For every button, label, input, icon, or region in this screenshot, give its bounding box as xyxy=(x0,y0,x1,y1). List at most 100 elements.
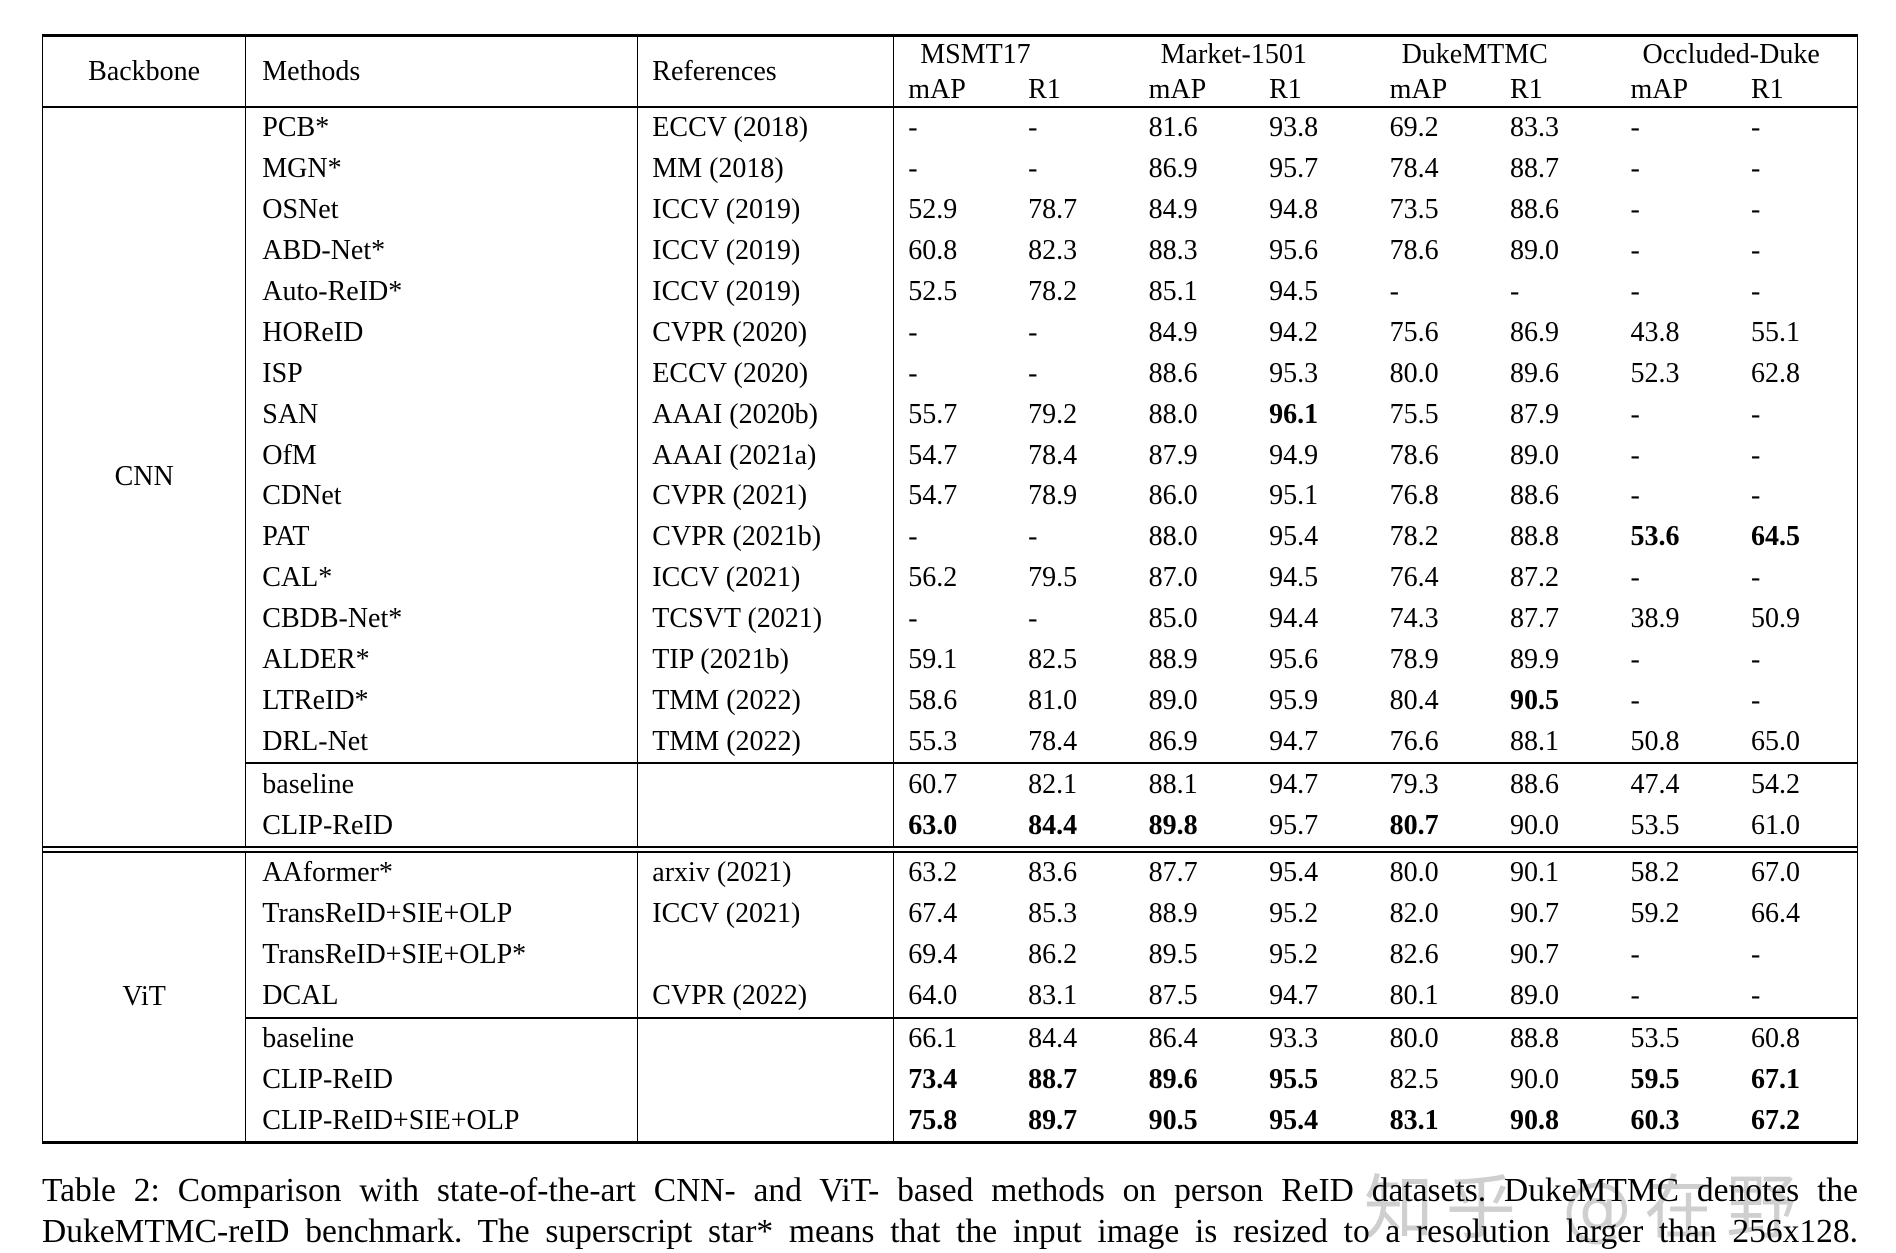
value-cell: 88.0 xyxy=(1148,398,1198,430)
results-table: Backbone Methods References MSMT17 Marke… xyxy=(42,34,1858,1145)
value-cell: 82.5 xyxy=(1028,644,1078,676)
value-cell: 87.7 xyxy=(1510,603,1560,635)
value-cell: - xyxy=(1028,153,1038,185)
value-cell: 87.9 xyxy=(1510,398,1560,430)
reference-cell xyxy=(637,934,895,976)
method-cell: DCAL xyxy=(245,975,639,1018)
value-cell: 90.7 xyxy=(1510,898,1560,930)
value-cell: 95.1 xyxy=(1269,480,1319,512)
header-dataset-msmt17: MSMT17 xyxy=(920,39,1031,70)
value-cell: 89.6 xyxy=(1510,357,1560,389)
value-cell: 94.7 xyxy=(1255,762,1376,806)
table-row: ISP ECCV (2020) - -88.6 95.3 80.0 89.6 52.3 62.8 xyxy=(43,353,1858,395)
header-references: References xyxy=(637,35,895,107)
method-cell: PCB* xyxy=(245,107,639,149)
value-cell: 50.9 xyxy=(1750,603,1800,635)
value-cell: 95.4 xyxy=(1269,521,1319,553)
value-cell: - xyxy=(1750,684,1761,716)
method-cell: AAformer* xyxy=(245,852,639,894)
value-cell: 67.0 xyxy=(1750,857,1800,889)
value-cell: 90.0 xyxy=(1510,809,1560,841)
value-cell: 74.3 xyxy=(1389,603,1439,635)
value-cell: 83.1 xyxy=(1028,980,1078,1012)
value-cell: 88.7 xyxy=(1028,1063,1078,1095)
table-row: ViT AAformer* arxiv (2021) 63.2 83.6 87.7 95.4… xyxy=(42,852,1858,1143)
value-cell: 78.9 xyxy=(1389,644,1439,676)
value-cell: 78.4 xyxy=(1028,725,1078,757)
reference-cell: ICCV (2021) xyxy=(637,557,895,599)
value-cell: 54.7 xyxy=(908,480,958,512)
value-cell: 89.9 xyxy=(1510,644,1560,676)
value-cell: 84.9 xyxy=(1148,194,1198,226)
value-cell: 59.1 xyxy=(908,644,958,676)
value-cell: 55.3 xyxy=(908,725,958,757)
value-cell: - xyxy=(1630,398,1640,430)
value-cell: 90.7 xyxy=(1510,939,1560,971)
value-cell: 89.0 xyxy=(1510,235,1560,267)
value-cell: - xyxy=(1028,603,1038,635)
value-cell: 52.3 xyxy=(1630,357,1680,389)
header-row-metrics: mAP R1 mAP R1 mAP R1 mAP R1 xyxy=(43,73,1858,107)
value-cell: 86.9 xyxy=(1510,316,1560,348)
value-cell: 88.6 xyxy=(1510,194,1560,226)
value-cell: 76.8 xyxy=(1389,480,1439,512)
value-cell: 53.6 xyxy=(1630,521,1680,553)
value-cell: 95.4 xyxy=(1269,1104,1319,1136)
value-cell: 82.5 xyxy=(1389,1063,1439,1095)
reference-cell: ICCV (2019) xyxy=(637,271,895,313)
reference-cell: TIP (2021b) xyxy=(637,639,895,681)
value-cell: - xyxy=(1028,316,1038,348)
value-cell: 94.7 xyxy=(1269,980,1319,1012)
table-row: CBDB-Net* TCSVT (2021) - -85.0 94.4 74.3 87.7 3… xyxy=(43,598,1858,640)
table-row: CLIP-ReID 73.4 88.7 89.6 95.5 82.5 90.0 59.5 67.… xyxy=(43,1059,1858,1101)
value-cell: 84.9 xyxy=(1148,316,1198,348)
table-row: PAT CVPR (2021b) - -88.0 95.4 78.2 88.8 53.6 64.… xyxy=(43,516,1858,558)
value-cell: - xyxy=(1630,276,1640,307)
reference-cell: ICCV (2021) xyxy=(637,893,895,935)
value-cell: 93.8 xyxy=(1269,112,1319,144)
results-table-body: CNN PCB* ECCV (2018) - -81.6 93.8 69.2 83.3- - MG… xyxy=(42,107,1858,1143)
value-cell: 85.3 xyxy=(1028,898,1078,930)
value-cell: 38.9 xyxy=(1630,603,1680,635)
table-row: OfM AAAI (2021a) 54.7 78.4 87.9 94.9 78.6 89.0 -… xyxy=(43,435,1858,477)
value-cell: 64.0 xyxy=(908,980,958,1012)
method-cell: DRL-Net xyxy=(245,721,639,764)
reference-cell: AAAI (2020b) xyxy=(637,394,895,436)
value-cell: 93.3 xyxy=(1255,1016,1376,1060)
table-row: MGN* MM (2018) - -86.9 95.7 78.4 88.7- - xyxy=(43,148,1858,190)
table-row: ALDER* TIP (2021b) 59.1 82.5 88.9 95.6 78.9 89.… xyxy=(43,639,1858,681)
value-cell: 95.7 xyxy=(1269,809,1319,841)
method-cell: CAL* xyxy=(245,557,639,599)
table-row: CLIP-ReID 63.0 84.4 89.8 95.7 80.7 90.0 53.5 61.… xyxy=(43,805,1858,848)
backbone-label: CNN xyxy=(42,107,247,848)
value-cell: 94.4 xyxy=(1269,603,1319,635)
value-cell: 78.4 xyxy=(1389,153,1439,185)
method-cell: CDNet xyxy=(245,476,639,517)
value-cell: 52.9 xyxy=(908,194,958,226)
header-backbone: Backbone xyxy=(42,35,247,107)
value-cell: - xyxy=(1028,357,1038,389)
table-row: DRL-Net TMM (2022) 55.3 78.4 86.9 94.7 76.6 88.… xyxy=(43,721,1858,764)
value-cell: - xyxy=(1750,980,1761,1012)
value-cell: - xyxy=(1750,194,1761,226)
value-cell: - xyxy=(1750,644,1761,676)
value-cell: 66.1 xyxy=(893,1016,1015,1060)
reference-cell: CVPR (2021) xyxy=(637,476,895,517)
value-cell: 43.8 xyxy=(1630,316,1680,348)
value-cell: 88.6 xyxy=(1148,357,1198,389)
method-cell: LTReID* xyxy=(245,680,639,722)
header-metric-r1: R1 xyxy=(1028,73,1061,105)
value-cell: 89.6 xyxy=(1148,1063,1198,1095)
value-cell: 78.9 xyxy=(1028,480,1078,512)
value-cell: 95.4 xyxy=(1269,857,1319,889)
reference-cell xyxy=(637,805,895,848)
header-metric-map: mAP xyxy=(908,73,966,105)
reference-cell: ICCV (2019) xyxy=(637,189,895,231)
value-cell: 88.6 xyxy=(1496,762,1617,806)
value-cell: 81.0 xyxy=(1028,684,1078,716)
value-cell: 83.3 xyxy=(1510,112,1560,144)
header-metric-map: mAP xyxy=(1630,73,1689,105)
value-cell: - xyxy=(1510,276,1520,307)
value-cell: 67.1 xyxy=(1750,1063,1800,1095)
value-cell: 94.9 xyxy=(1269,439,1319,471)
